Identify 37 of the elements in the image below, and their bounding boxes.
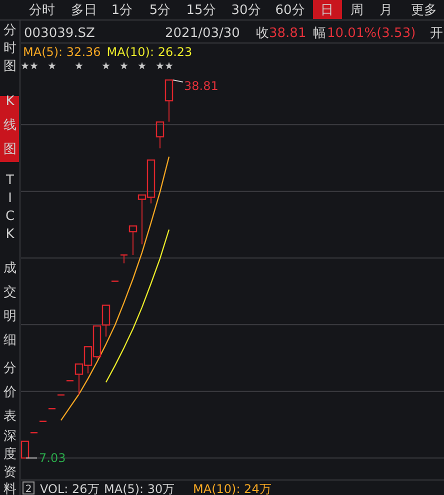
text: 收	[256, 26, 269, 41]
text: 30分	[231, 3, 261, 18]
text: 5分	[149, 3, 171, 18]
text: MA(10): 24万	[193, 482, 272, 495]
text: 更多	[411, 3, 437, 18]
text: 60分	[275, 3, 305, 18]
text: 开	[430, 26, 443, 41]
text: 分时	[29, 3, 55, 18]
text: 日	[320, 3, 334, 18]
text: MA(5): 32.36	[23, 45, 101, 59]
text: 2021/03/30	[165, 26, 240, 41]
candlestick	[102, 304, 110, 338]
candlestick	[128, 225, 138, 256]
text: TICK	[5, 173, 15, 242]
text: 1分	[111, 3, 133, 18]
text: K线图	[4, 94, 16, 157]
text: MA(10): 26.23	[106, 45, 192, 59]
text: 幅	[313, 26, 326, 41]
candlestick	[20, 440, 30, 459]
candlestick	[156, 121, 164, 149]
text: 38.81	[184, 79, 218, 93]
text: MA(5): 30万	[104, 482, 175, 495]
text: 月	[380, 3, 392, 18]
text: 003039.SZ	[24, 26, 96, 41]
text: 分时图	[4, 23, 16, 74]
text: 多日	[71, 3, 97, 18]
text: VOL: 26万	[40, 482, 100, 495]
candlestick	[164, 79, 174, 122]
text: 2	[25, 484, 32, 495]
text: 38.81	[269, 26, 306, 41]
text: 成交明细	[4, 261, 16, 348]
text: 周	[350, 3, 364, 18]
text: 深度资料	[4, 429, 16, 495]
text: 15分	[186, 3, 216, 18]
annotation: 7.03	[39, 451, 66, 465]
text: 分价表	[2, 361, 16, 424]
text: 10.01%(3.53)	[327, 26, 416, 41]
